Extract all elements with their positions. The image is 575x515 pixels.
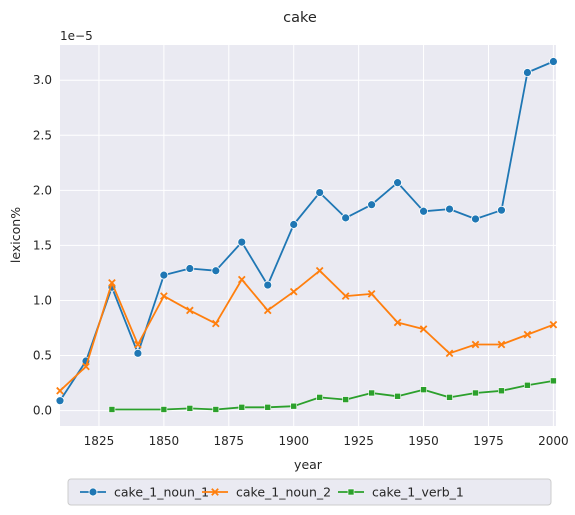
x-tick-label: 2000 <box>538 434 569 448</box>
data-point <box>471 215 479 223</box>
x-tick-label: 1925 <box>343 434 374 448</box>
y-tick-label: 0.5 <box>33 349 52 363</box>
data-point <box>472 390 478 396</box>
x-ticks: 1825 1850 1875 1900 1925 1950 1975 2000 <box>84 434 569 448</box>
x-tick-label: 1900 <box>278 434 309 448</box>
data-point <box>447 394 453 400</box>
data-point <box>446 205 454 213</box>
x-tick-label: 1850 <box>149 434 180 448</box>
y-tick-label: 1.0 <box>33 293 52 307</box>
data-point <box>368 201 376 209</box>
legend-label: cake_1_noun_2 <box>236 485 331 500</box>
x-tick-label: 1825 <box>84 434 115 448</box>
data-point <box>395 393 401 399</box>
data-point <box>369 390 375 396</box>
chart-title: cake <box>283 10 317 26</box>
y-tick-label: 1.5 <box>33 238 52 252</box>
data-point <box>498 388 504 394</box>
data-point <box>317 394 323 400</box>
x-axis-label: year <box>294 457 323 472</box>
legend: cake_1_noun_1 cake_1_noun_2 cake_1_verb_1 <box>68 479 551 505</box>
data-point <box>421 387 427 393</box>
data-point <box>213 406 219 412</box>
legend-marker <box>89 488 97 496</box>
x-tick-label: 1875 <box>214 434 245 448</box>
data-point <box>186 265 194 273</box>
data-point <box>290 220 298 228</box>
y-tick-label: 2.0 <box>33 183 52 197</box>
data-point <box>187 405 193 411</box>
data-point <box>161 406 167 412</box>
data-point <box>523 69 531 77</box>
data-point <box>394 179 402 187</box>
x-tick-label: 1950 <box>408 434 439 448</box>
y-multiplier-label: 1e−5 <box>60 29 93 43</box>
data-point <box>264 281 272 289</box>
legend-label: cake_1_verb_1 <box>372 485 464 500</box>
data-point <box>134 349 142 357</box>
legend-marker <box>348 489 354 495</box>
y-tick-label: 0.0 <box>33 404 52 418</box>
x-tick-label: 1975 <box>473 434 504 448</box>
y-tick-label: 3.0 <box>33 73 52 87</box>
data-point <box>291 403 297 409</box>
plot-area <box>60 45 556 426</box>
data-point <box>342 214 350 222</box>
data-point <box>549 58 557 66</box>
data-point <box>56 397 64 405</box>
data-point <box>265 404 271 410</box>
y-tick-label: 2.5 <box>33 128 52 142</box>
data-point <box>109 406 115 412</box>
data-point <box>343 397 349 403</box>
data-point <box>420 207 428 215</box>
data-point <box>239 404 245 410</box>
data-point <box>497 206 505 214</box>
y-axis-label: lexicon% <box>8 207 23 263</box>
data-point <box>160 271 168 279</box>
data-point <box>550 378 556 384</box>
legend-label: cake_1_noun_1 <box>114 485 209 500</box>
y-ticks: 0.0 0.5 1.0 1.5 2.0 2.5 3.0 <box>33 73 52 417</box>
data-point <box>316 189 324 197</box>
data-point <box>238 238 246 246</box>
data-point <box>524 382 530 388</box>
data-point <box>212 267 220 275</box>
